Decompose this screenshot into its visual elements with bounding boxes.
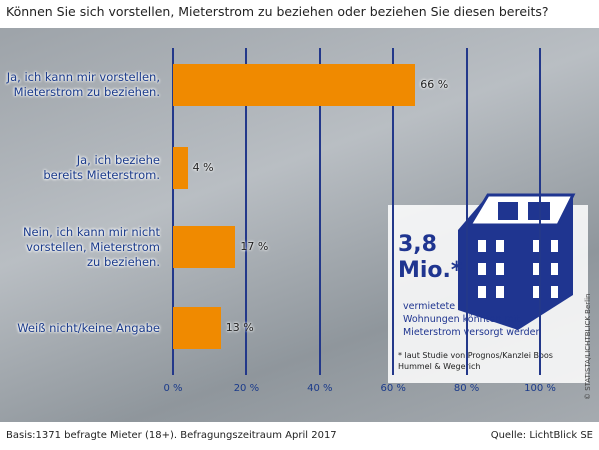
chart-title: Können Sie sich vorstellen, Mieterstrom … — [6, 4, 549, 19]
category-label: Ja, ich beziehe bereits Mieterstrom. — [43, 153, 160, 182]
value-label: 17 % — [240, 240, 269, 253]
credit: © STATISTA/LICHTBLICK Berlin — [584, 293, 592, 400]
annotation-text: vermietete Wohnungen könnten mit Mieters… — [403, 301, 542, 338]
x-tick-label: 60 % — [380, 383, 406, 394]
house-icon — [458, 193, 576, 330]
source: Quelle: LichtBlick SE — [490, 430, 593, 441]
annotation-footnote: * laut Studie von Prognos/Kanzlei Boos H… — [398, 351, 553, 371]
bar — [173, 147, 188, 189]
grid-line — [172, 48, 174, 375]
x-tick-label: 100 % — [524, 383, 556, 394]
x-tick-label: 0 % — [163, 383, 183, 394]
value-label: 66 % — [420, 78, 449, 91]
grid-line — [392, 48, 395, 375]
footer-note: Basis:1371 befragte Mieter (18+). Befrag… — [6, 430, 337, 441]
category-label: Nein, ich kann mir nicht vorstellen, Mie… — [22, 224, 160, 269]
header-band — [0, 0, 599, 28]
grid-line — [318, 48, 321, 375]
x-tick-label: 40 % — [307, 383, 333, 394]
bar — [173, 307, 221, 349]
category-label: Weiß nicht/keine Angabe — [17, 320, 160, 335]
bar — [173, 226, 236, 268]
grid-line — [245, 48, 248, 375]
value-label: 13 % — [225, 321, 254, 334]
grid-line — [539, 48, 541, 375]
annotation-headline: 3,8 Mio.* — [398, 232, 463, 283]
footer-band — [0, 422, 599, 450]
value-label: 4 % — [192, 161, 214, 174]
grid-line — [465, 48, 468, 375]
category-label: Ja, ich kann mir vorstellen, Mieterstrom… — [6, 70, 160, 99]
bar — [173, 64, 416, 106]
x-tick-label: 20 % — [233, 383, 260, 394]
x-tick-label: 80 % — [453, 383, 480, 394]
